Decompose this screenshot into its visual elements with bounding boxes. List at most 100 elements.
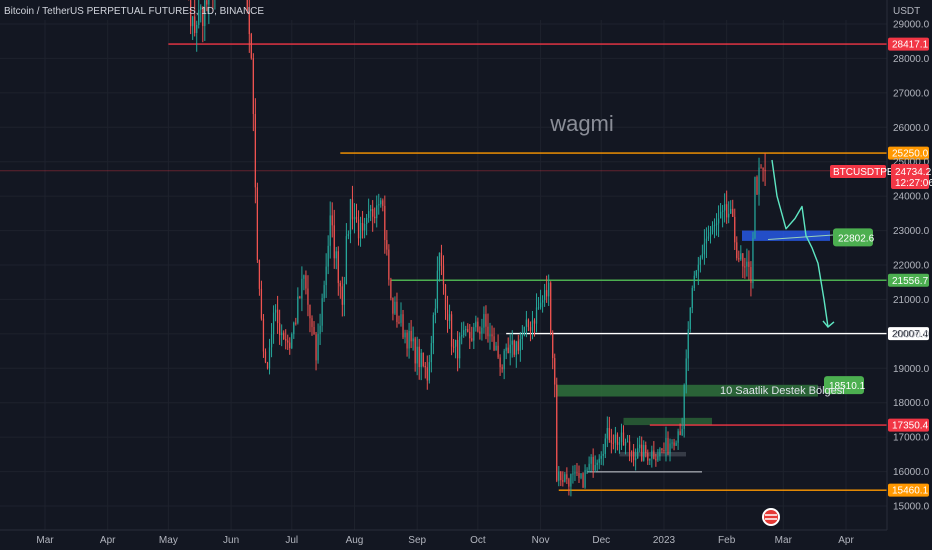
candle-body xyxy=(208,0,210,5)
candle-body xyxy=(671,442,673,444)
tradingview-logo-icon[interactable] xyxy=(762,508,780,526)
candle-body xyxy=(709,232,712,237)
candle-body xyxy=(527,319,530,328)
candle-body xyxy=(622,432,625,446)
price-axis[interactable]: 15000.0 16000.0 17000.0 18000.0 19000.0 20000… xyxy=(886,0,930,530)
candle-body xyxy=(525,319,528,327)
candle-body xyxy=(270,334,273,348)
time-tick-label: Dec xyxy=(592,535,610,546)
price-tick-label: 23000.0 xyxy=(893,226,930,237)
tag-callout-line xyxy=(767,234,834,241)
candle-body xyxy=(738,258,740,260)
price-tick-label: 25000.0 xyxy=(893,157,930,168)
candle-body xyxy=(448,314,451,321)
candle-body xyxy=(683,384,685,429)
candle-body xyxy=(285,339,287,341)
candle-body xyxy=(511,340,513,345)
candle-body xyxy=(594,464,596,471)
candle-body xyxy=(604,438,606,454)
candle-body xyxy=(568,479,570,487)
candle-body xyxy=(246,0,248,11)
candle-body xyxy=(519,339,521,351)
candle-body xyxy=(475,321,477,328)
candle-body xyxy=(351,199,354,220)
candle-body xyxy=(758,167,760,195)
drawings[interactable]: 22802.6 18510.1 xyxy=(767,159,875,395)
candle-body xyxy=(487,326,489,337)
floating-tag-bg[interactable] xyxy=(824,376,864,395)
time-axis[interactable]: Mar Apr May Jun Jul Aug Sep Oct Nov Dec 2023 Feb Mar… xyxy=(0,529,887,546)
price-tick-label: 29000.0 xyxy=(893,20,930,31)
horizontal-levels[interactable]: 28417.1 25250.0 21556.7 20007.4 17350.4 15460… xyxy=(0,37,929,497)
candle-body xyxy=(732,208,734,217)
candle-body xyxy=(669,443,671,454)
candle-body xyxy=(643,445,645,461)
candle-body xyxy=(457,339,459,359)
candle-body xyxy=(509,344,511,354)
candle-body xyxy=(612,442,615,444)
candle-body xyxy=(418,346,420,368)
time-tick-label: Jul xyxy=(285,535,298,546)
candle-body xyxy=(376,205,378,219)
candle-body xyxy=(632,451,635,461)
candle-body xyxy=(380,200,382,205)
candle-body xyxy=(459,336,461,359)
candle-body xyxy=(410,330,412,342)
candle-body xyxy=(744,266,746,268)
price-tick-label: 27000.0 xyxy=(893,88,930,99)
candle-body xyxy=(365,217,368,225)
candle-body xyxy=(535,307,538,324)
candle-body xyxy=(341,286,343,305)
candle-body xyxy=(713,224,716,226)
candle-body xyxy=(750,266,752,283)
candle-body xyxy=(206,0,208,5)
candle-body xyxy=(673,442,675,446)
ticker-tag[interactable]: BTCUSDTPERP 24734.2 12:27:06 xyxy=(830,164,932,189)
level-tag-label: 17350.4 xyxy=(892,421,929,432)
candle-body xyxy=(523,326,526,335)
candle-body xyxy=(521,334,523,340)
candle-body xyxy=(681,428,683,435)
candle-body xyxy=(483,314,485,328)
candle-body xyxy=(194,16,196,34)
candle-body xyxy=(258,259,261,289)
price-tick-label: 19000.0 xyxy=(893,364,930,375)
candle-body xyxy=(639,444,641,449)
candle-body xyxy=(529,327,532,331)
projection-arrow-path[interactable] xyxy=(771,159,829,328)
candle-body xyxy=(454,339,457,347)
candle-body xyxy=(582,473,584,488)
candle-body xyxy=(272,312,275,335)
candle-body xyxy=(584,469,586,488)
floating-tag-bg[interactable] xyxy=(833,228,873,247)
candle-body xyxy=(661,448,663,451)
candle-body xyxy=(537,307,540,309)
candle-body xyxy=(724,204,726,211)
candle-body xyxy=(335,251,337,259)
candle-body xyxy=(691,287,693,308)
floating-tag-label: 22802.6 xyxy=(838,233,875,244)
candle-body xyxy=(533,320,536,324)
candle-body xyxy=(539,302,542,308)
candle-body xyxy=(503,350,505,370)
time-tick-label: Apr xyxy=(100,535,116,546)
candle-body xyxy=(323,285,325,299)
candle-body xyxy=(624,441,627,446)
level-tag-label: 28417.1 xyxy=(892,40,929,51)
candle-body xyxy=(434,308,437,316)
candle-body xyxy=(507,347,509,354)
candle-body xyxy=(515,341,517,355)
candle-body xyxy=(293,322,295,335)
candle-body xyxy=(305,275,307,289)
price-tick-label: 17000.0 xyxy=(893,433,930,444)
candle-body xyxy=(491,334,493,337)
candle-body xyxy=(303,275,305,279)
candle-body xyxy=(291,334,293,349)
candle-body xyxy=(196,24,198,34)
candle-body xyxy=(703,243,706,255)
candle-body xyxy=(390,279,392,299)
candle-body xyxy=(562,480,564,482)
price-tick-label: 21000.0 xyxy=(893,295,930,306)
